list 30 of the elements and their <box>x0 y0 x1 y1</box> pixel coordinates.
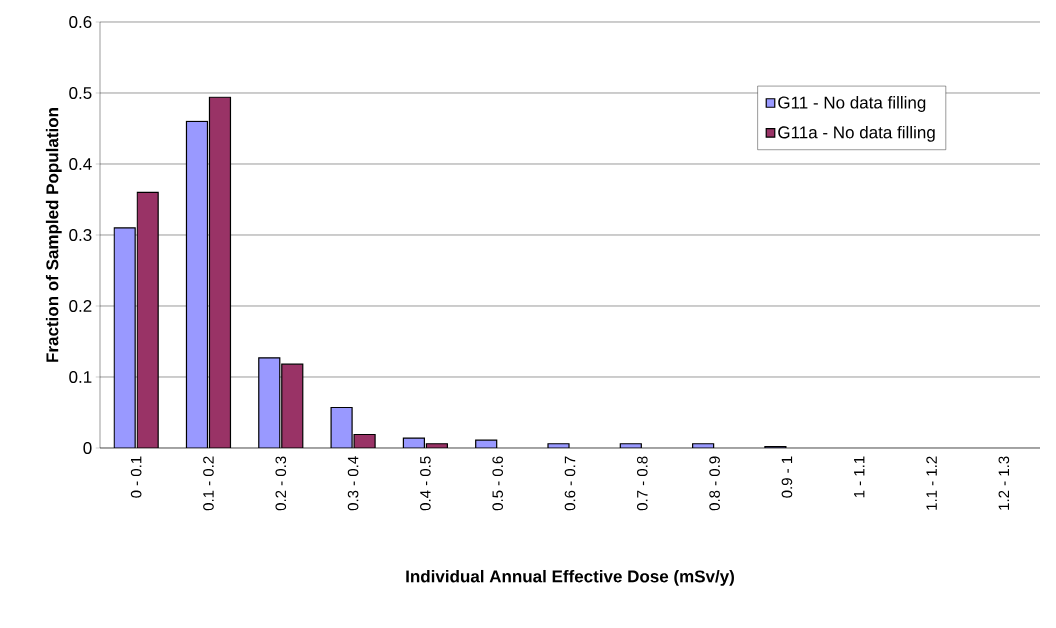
x-tick-label: 0.9 - 1 <box>781 456 793 498</box>
y-tick-label: 0 <box>83 441 92 455</box>
y-tick-label: 0.3 <box>69 228 92 242</box>
x-tick-label: 0.3 - 0.4 <box>347 456 359 511</box>
x-tick-label: 1 - 1.1 <box>854 456 865 498</box>
y-tick-label: 0.6 <box>69 15 92 29</box>
y-tick-label: 0.2 <box>69 299 92 313</box>
y-axis-title: Fraction of Sampled Population <box>45 108 62 362</box>
legend-label: G11a - No data filling <box>778 125 935 142</box>
legend-label: G11 - No data filling <box>778 96 926 112</box>
x-tick-label: 0.8 - 0.9 <box>709 456 720 511</box>
x-tick-label: 0.7 - 0.8 <box>637 456 648 511</box>
x-tick-label: 0.2 - 0.3 <box>275 456 287 511</box>
x-tick-label: 0.4 - 0.5 <box>420 456 431 511</box>
bar <box>208 96 232 448</box>
x-tick-label: 0.5 - 0.6 <box>492 456 503 511</box>
bar <box>136 191 159 448</box>
x-tick-label: 1.2 - 1.3 <box>998 456 1010 510</box>
x-tick-label: 1.1 - 1.2 <box>926 456 937 510</box>
bar <box>185 120 209 448</box>
x-tick-label: 0 - 0.1 <box>130 456 142 498</box>
x-axis-title: Individual Annual Effective Dose (mSv/y) <box>406 569 734 586</box>
bar <box>258 357 281 448</box>
bar <box>113 227 136 448</box>
x-tick-label: 0.1 - 0.2 <box>203 456 214 511</box>
bar <box>281 363 304 448</box>
x-tick-label: 0.6 - 0.7 <box>564 456 576 511</box>
y-tick-label: 0.1 <box>69 370 92 384</box>
y-tick-label: 0.5 <box>69 86 92 100</box>
y-tick-label: 0.4 <box>69 157 92 171</box>
